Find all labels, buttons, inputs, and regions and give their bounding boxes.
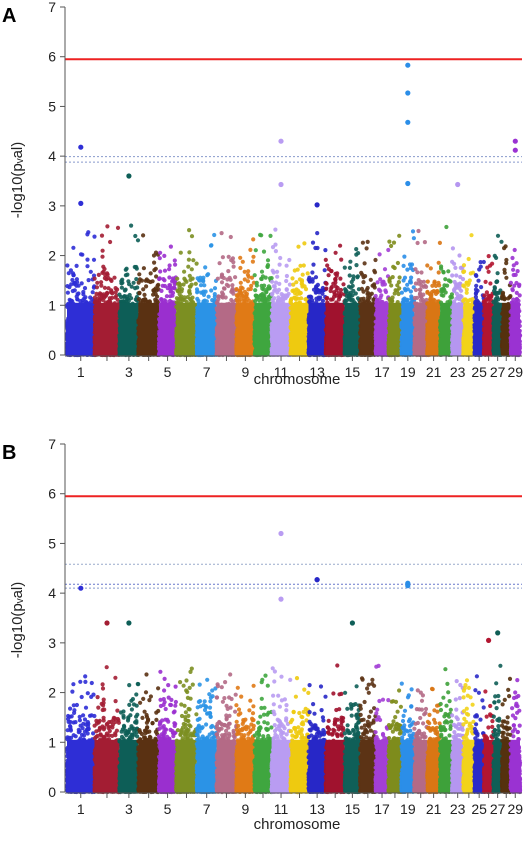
snp-point: [142, 266, 146, 270]
snp-point: [142, 293, 146, 297]
snp-point: [65, 263, 69, 267]
snp-point: [135, 285, 139, 289]
snp-point: [134, 277, 138, 281]
snp-point: [101, 249, 105, 253]
snp-point: [71, 289, 75, 293]
snp-point: [102, 296, 106, 300]
snp-point: [122, 295, 126, 299]
snp-point: [91, 290, 95, 294]
snp-point: [167, 275, 171, 279]
snp-point: [154, 292, 158, 296]
snp-point: [115, 287, 119, 291]
snp-point: [98, 291, 102, 295]
snp-point: [124, 268, 128, 272]
snp-point: [110, 291, 114, 295]
snp-point: [100, 234, 104, 238]
snp-point: [149, 271, 153, 275]
snp-point: [137, 272, 141, 276]
snp-point: [133, 234, 137, 238]
snp-point: [105, 224, 109, 228]
snp-point: [108, 240, 112, 244]
snp-point: [141, 233, 145, 237]
snp-point: [103, 286, 107, 290]
snp-point: [81, 290, 85, 294]
snp-point: [132, 281, 136, 285]
snp-point: [85, 258, 89, 262]
snp-point: [100, 271, 104, 275]
snp-point: [77, 284, 81, 288]
snp-point: [168, 263, 172, 267]
snp-point: [76, 292, 80, 296]
snp-point: [104, 277, 108, 281]
snp-point: [95, 281, 99, 285]
snp-point: [127, 282, 131, 286]
snp-point: [124, 288, 128, 292]
snp-point: [116, 226, 120, 230]
snp-point: [106, 286, 110, 290]
snp-point: [75, 264, 79, 268]
snp-point: [152, 261, 156, 265]
snp-point: [97, 273, 101, 277]
snp-point: [152, 268, 156, 272]
panel-a-label: A: [2, 5, 16, 27]
snp-point: [93, 298, 97, 302]
snp-point: [158, 251, 162, 255]
snp-point: [67, 271, 71, 275]
snp-point: [71, 246, 75, 250]
snp-point: [65, 284, 69, 288]
snp-point: [158, 269, 162, 273]
snp-point: [86, 230, 90, 234]
snp-point: [110, 296, 114, 300]
snp-point: [100, 255, 104, 259]
snp-point: [112, 276, 116, 280]
snp-point: [87, 278, 91, 282]
snp-point: [70, 278, 74, 282]
snp-point: [83, 286, 87, 290]
snp-point: [93, 277, 97, 281]
panel-a-background-points: [65, 224, 522, 358]
snp-point: [95, 285, 99, 289]
chromosome-2-band: [95, 303, 120, 354]
snp-point: [105, 291, 109, 295]
snp-point: [136, 238, 140, 242]
snp-point: [119, 279, 123, 283]
snp-point: [121, 299, 125, 303]
snp-point: [125, 273, 129, 277]
snp-point: [137, 291, 141, 295]
snp-point: [159, 289, 163, 293]
snp-point: [79, 252, 83, 256]
chromosome-2-points: [92, 224, 121, 357]
snp-point: [137, 297, 141, 301]
snp-point: [117, 293, 121, 297]
chromosome-3-band: [119, 303, 138, 354]
snp-point: [169, 245, 173, 249]
chromosome-3-points: [117, 224, 140, 358]
snp-point: [92, 258, 96, 262]
snp-point: [161, 277, 165, 281]
snp-point: [71, 271, 75, 275]
snp-point: [102, 267, 106, 271]
snp-point: [138, 277, 142, 281]
snp-point: [69, 282, 73, 286]
snp-point: [88, 295, 92, 299]
chromosome-1-points: [65, 230, 97, 357]
snp-point: [85, 264, 89, 268]
snp-point: [155, 299, 159, 303]
snp-point: [99, 284, 103, 288]
snp-point: [134, 265, 138, 269]
snp-point: [92, 235, 96, 239]
snp-point: [66, 291, 70, 295]
snp-point: [158, 256, 162, 260]
snp-point: [141, 287, 145, 291]
snp-point: [81, 298, 85, 302]
snp-point: [106, 273, 110, 277]
snp-point: [152, 253, 156, 257]
snp-point: [129, 224, 133, 228]
snp-point: [146, 279, 150, 283]
snp-point: [89, 270, 93, 274]
chromosome-4-band: [138, 303, 159, 354]
chromosome-1-band: [67, 303, 95, 354]
